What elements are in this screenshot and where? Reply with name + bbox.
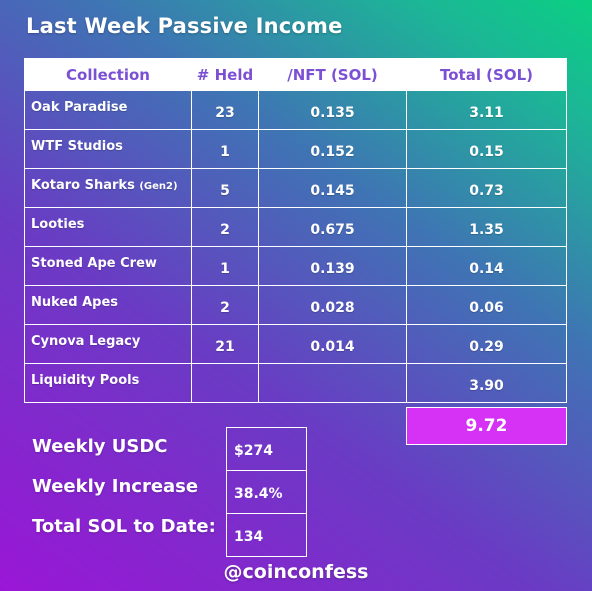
total-value: 0.29: [406, 324, 567, 364]
weekly-increase-label: Weekly Increase: [32, 476, 199, 497]
total-value: 0.73: [406, 168, 567, 208]
total-value: 3.11: [406, 90, 567, 130]
header-collection: Collection: [24, 58, 192, 91]
held-count: 2: [191, 207, 259, 247]
social-handle: @coinconfess: [223, 561, 369, 583]
collection-name: Cynova Legacy: [24, 324, 192, 364]
per-nft-value: 0.152: [258, 129, 407, 169]
held-count: 21: [191, 324, 259, 364]
income-table: Collection # Held /NFT (SOL) Total (SOL)…: [24, 58, 567, 403]
held-count: [191, 363, 259, 403]
stats-table: $274 38.4% 134: [226, 427, 307, 557]
total-value: 0.14: [406, 246, 567, 286]
collection-name-cell: Kotaro Sharks (Gen2): [24, 168, 192, 208]
collection-name: Looties: [24, 207, 192, 247]
table-row: Liquidity Pools 3.90: [24, 363, 567, 403]
header-held: # Held: [191, 58, 259, 91]
table-row: Kotaro Sharks (Gen2) 5 0.145 0.73: [24, 168, 567, 208]
held-count: 23: [191, 90, 259, 130]
collection-name: Nuked Apes: [24, 285, 192, 325]
weekly-usdc-value: $274: [226, 427, 307, 471]
total-value: 1.35: [406, 207, 567, 247]
header-per-nft: /NFT (SOL): [258, 58, 407, 91]
total-value: 0.15: [406, 129, 567, 169]
table-header-row: Collection # Held /NFT (SOL) Total (SOL): [24, 58, 567, 91]
collection-name: Oak Paradise: [24, 90, 192, 130]
held-count: 1: [191, 129, 259, 169]
collection-suffix: (Gen2): [139, 181, 178, 192]
held-count: 1: [191, 246, 259, 286]
grand-total: 9.72: [406, 407, 567, 445]
table-row: Cynova Legacy 21 0.014 0.29: [24, 324, 567, 364]
weekly-usdc-label: Weekly USDC: [32, 436, 168, 457]
collection-name: Stoned Ape Crew: [24, 246, 192, 286]
table-row: Oak Paradise 23 0.135 3.11: [24, 90, 567, 130]
per-nft-value: 0.675: [258, 207, 407, 247]
per-nft-value: 0.145: [258, 168, 407, 208]
table-row: Looties 2 0.675 1.35: [24, 207, 567, 247]
collection-name: Kotaro Sharks: [31, 178, 135, 193]
total-value: 0.06: [406, 285, 567, 325]
per-nft-value: 0.028: [258, 285, 407, 325]
held-count: 5: [191, 168, 259, 208]
per-nft-value: [258, 363, 407, 403]
collection-name: WTF Studios: [24, 129, 192, 169]
total-sol-label: Total SOL to Date:: [32, 516, 216, 537]
page-title: Last Week Passive Income: [26, 14, 343, 38]
held-count: 2: [191, 285, 259, 325]
per-nft-value: 0.135: [258, 90, 407, 130]
table-row: Nuked Apes 2 0.028 0.06: [24, 285, 567, 325]
per-nft-value: 0.014: [258, 324, 407, 364]
header-total: Total (SOL): [406, 58, 567, 91]
collection-name: Liquidity Pools: [24, 363, 192, 403]
total-value: 3.90: [406, 363, 567, 403]
per-nft-value: 0.139: [258, 246, 407, 286]
weekly-increase-value: 38.4%: [226, 470, 307, 514]
table-row: Stoned Ape Crew 1 0.139 0.14: [24, 246, 567, 286]
total-sol-value: 134: [226, 513, 307, 557]
table-row: WTF Studios 1 0.152 0.15: [24, 129, 567, 169]
